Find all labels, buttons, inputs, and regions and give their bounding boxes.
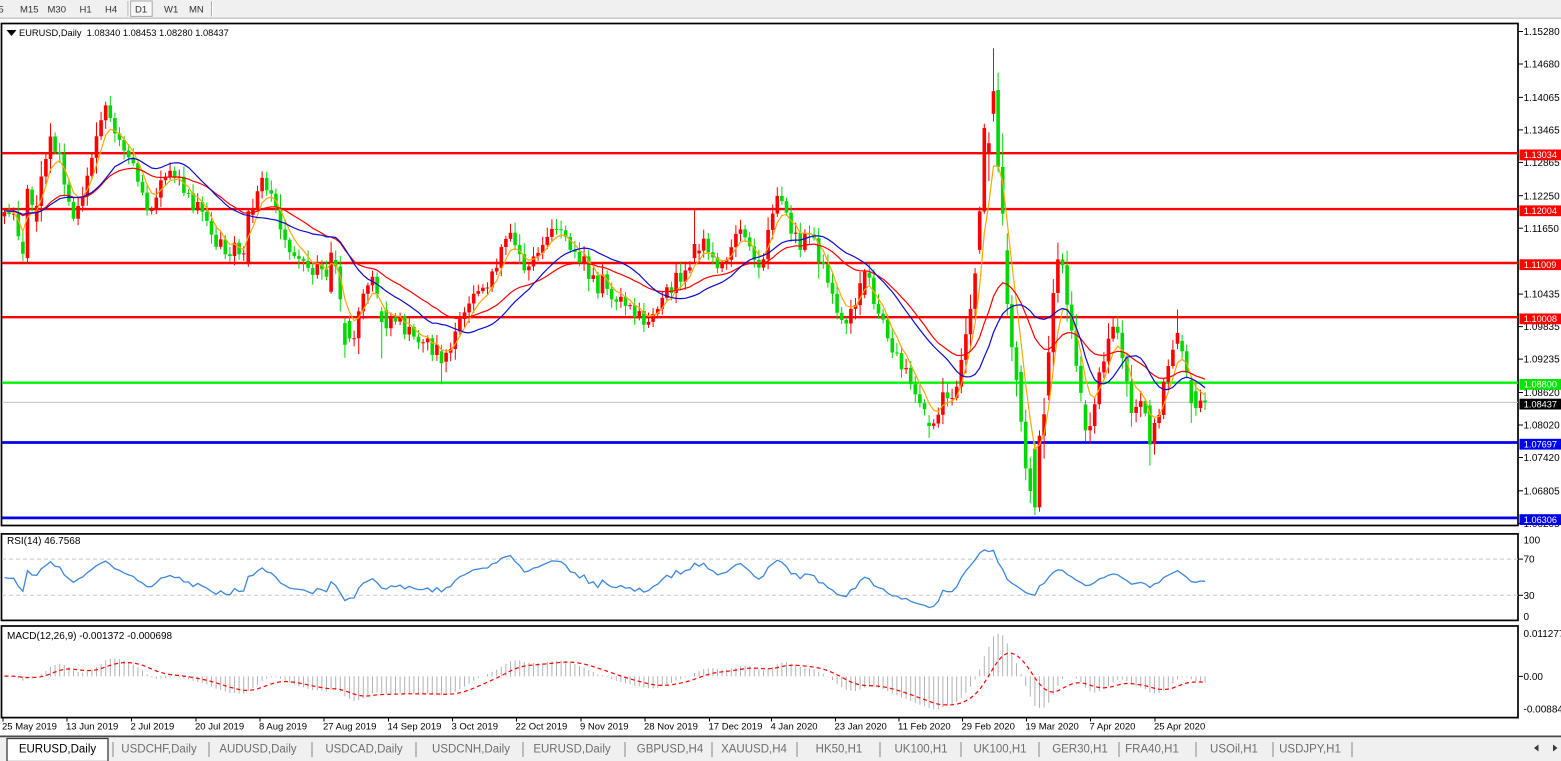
svg-text:1.12250: 1.12250	[1524, 191, 1561, 202]
svg-text:29 Feb 2020: 29 Feb 2020	[962, 721, 1015, 732]
svg-text:0: 0	[1524, 612, 1530, 623]
svg-text:1.10435: 1.10435	[1524, 290, 1561, 301]
svg-text:USDJPY,H1: USDJPY,H1	[1279, 744, 1341, 756]
svg-text:7 Apr 2020: 7 Apr 2020	[1090, 721, 1136, 732]
svg-text:1.08800: 1.08800	[1524, 380, 1557, 390]
svg-text:M30: M30	[48, 4, 66, 15]
svg-text:USDCAD,Daily: USDCAD,Daily	[325, 744, 403, 756]
svg-text:1.12865: 1.12865	[1524, 158, 1561, 169]
svg-text:1.08020: 1.08020	[1524, 421, 1561, 432]
svg-text:1.11009: 1.11009	[1524, 260, 1557, 270]
svg-text:3 Oct 2019: 3 Oct 2019	[452, 721, 498, 732]
svg-text:11 Feb 2020: 11 Feb 2020	[898, 721, 951, 732]
svg-text:M5: M5	[0, 4, 4, 15]
svg-text:1.06805: 1.06805	[1524, 486, 1561, 497]
svg-text:13 Jun 2019: 13 Jun 2019	[66, 721, 118, 732]
svg-text:EURUSD,Daily: EURUSD,Daily	[533, 744, 611, 756]
svg-text:RSI(14) 46.7568: RSI(14) 46.7568	[7, 536, 81, 547]
svg-text:D1: D1	[135, 4, 147, 15]
svg-text:M15: M15	[20, 4, 38, 15]
svg-text:HK50,H1: HK50,H1	[816, 744, 863, 756]
svg-text:1.09835: 1.09835	[1524, 322, 1561, 333]
svg-text:1.13465: 1.13465	[1524, 126, 1561, 137]
svg-text:1.12004: 1.12004	[1524, 206, 1557, 216]
svg-text:1.08437: 1.08437	[1524, 399, 1557, 409]
svg-text:GBPUSD,H4: GBPUSD,H4	[637, 744, 704, 756]
svg-text:W1: W1	[164, 4, 178, 15]
svg-text:100: 100	[1524, 535, 1541, 546]
svg-text:28 Nov 2019: 28 Nov 2019	[644, 721, 698, 732]
svg-text:-0.008845: -0.008845	[1524, 705, 1561, 716]
svg-text:XAUUSD,H4: XAUUSD,H4	[721, 744, 787, 756]
svg-text:1.10008: 1.10008	[1524, 314, 1557, 324]
svg-text:1.09235: 1.09235	[1524, 355, 1561, 366]
svg-text:H1: H1	[80, 4, 92, 15]
svg-text:USDCHF,Daily: USDCHF,Daily	[121, 744, 197, 756]
svg-text:70: 70	[1524, 555, 1536, 566]
svg-text:23 Jan 2020: 23 Jan 2020	[835, 721, 887, 732]
svg-text:14 Sep 2019: 14 Sep 2019	[388, 721, 442, 732]
svg-text:8 Aug 2019: 8 Aug 2019	[259, 721, 307, 732]
svg-text:MN: MN	[189, 4, 204, 15]
svg-text:9 Nov 2019: 9 Nov 2019	[580, 721, 629, 732]
svg-text:1.15280: 1.15280	[1524, 27, 1561, 38]
svg-text:0.011277: 0.011277	[1524, 629, 1561, 640]
svg-text:19 Mar 2020: 19 Mar 2020	[1026, 721, 1079, 732]
svg-text:AUDUSD,Daily: AUDUSD,Daily	[219, 744, 297, 756]
svg-text:EURUSD,Daily 1.08340 1.08453: EURUSD,Daily 1.08340 1.08453 1.08280 1.0…	[19, 28, 229, 38]
svg-text:4 Jan 2020: 4 Jan 2020	[771, 721, 818, 732]
svg-text:20 Jul 2019: 20 Jul 2019	[195, 721, 244, 732]
svg-text:GER30,H1: GER30,H1	[1052, 744, 1108, 756]
svg-text:1.14680: 1.14680	[1524, 60, 1561, 71]
svg-text:USDCNH,Daily: USDCNH,Daily	[432, 744, 510, 756]
svg-text:UK100,H1: UK100,H1	[894, 744, 947, 756]
svg-text:22 Oct 2019: 22 Oct 2019	[516, 721, 568, 732]
svg-text:25 Apr 2020: 25 Apr 2020	[1154, 721, 1205, 732]
svg-text:25 May 2019: 25 May 2019	[2, 721, 57, 732]
svg-text:1.08620: 1.08620	[1524, 388, 1561, 399]
svg-text:2 Jul 2019: 2 Jul 2019	[131, 721, 175, 732]
svg-text:USOil,H1: USOil,H1	[1210, 744, 1258, 756]
svg-text:27 Aug 2019: 27 Aug 2019	[323, 721, 376, 732]
svg-text:1.11650: 1.11650	[1524, 224, 1560, 235]
svg-text:FRA40,H1: FRA40,H1	[1125, 744, 1179, 756]
svg-text:1.07697: 1.07697	[1524, 440, 1557, 450]
svg-text:H4: H4	[105, 4, 117, 15]
svg-text:1.07420: 1.07420	[1524, 453, 1561, 464]
svg-text:1.13034: 1.13034	[1524, 150, 1557, 160]
svg-text:30: 30	[1524, 591, 1536, 602]
svg-text:EURUSD,Daily: EURUSD,Daily	[19, 744, 97, 756]
svg-text:MACD(12,26,9) -0.001372 -0.000: MACD(12,26,9) -0.001372 -0.000698	[7, 631, 173, 642]
svg-text:1.06306: 1.06306	[1524, 515, 1557, 525]
svg-text:UK100,H1: UK100,H1	[973, 744, 1026, 756]
svg-text:17 Dec 2019: 17 Dec 2019	[709, 721, 763, 732]
svg-text:1.14065: 1.14065	[1524, 93, 1561, 104]
svg-text:0.00: 0.00	[1524, 672, 1544, 683]
